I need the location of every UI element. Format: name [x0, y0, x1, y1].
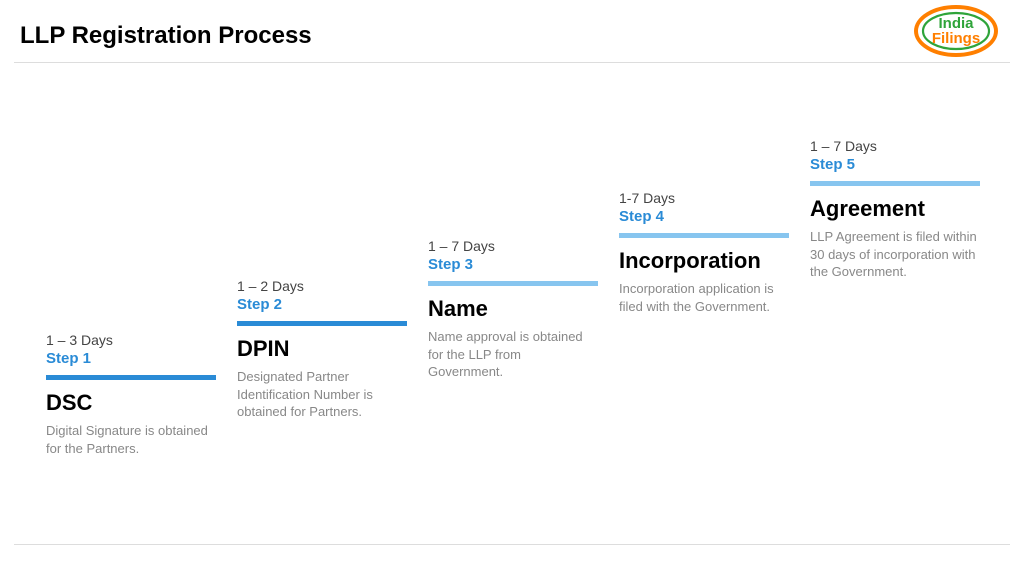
step-bar	[428, 281, 598, 286]
step-days: 1-7 Days	[619, 190, 789, 206]
step-name: Name	[428, 296, 598, 322]
step-name: Incorporation	[619, 248, 789, 274]
step-5: 1 – 7 Days Step 5 Agreement LLP Agreement i…	[810, 138, 980, 281]
step-name: Agreement	[810, 196, 980, 222]
step-desc: Name approval is obtained for the LLP fr…	[428, 328, 598, 381]
step-label: Step 4	[619, 208, 789, 225]
step-label: Step 5	[810, 156, 980, 173]
step-3: 1 – 7 Days Step 3 Name Name approval is obt…	[428, 238, 598, 381]
steps-container: 1 – 3 Days Step 1 DSC Digital Signature is …	[0, 0, 1024, 490]
step-days: 1 – 3 Days	[46, 332, 216, 348]
step-bar	[619, 233, 789, 238]
step-bar	[810, 181, 980, 186]
step-label: Step 2	[237, 296, 407, 313]
step-1: 1 – 3 Days Step 1 DSC Digital Signature is …	[46, 332, 216, 457]
step-days: 1 – 7 Days	[428, 238, 598, 254]
step-bar	[237, 321, 407, 326]
step-desc: Digital Signature is obtained for the Pa…	[46, 422, 216, 457]
step-2: 1 – 2 Days Step 2 DPIN Designated Partner I…	[237, 278, 407, 421]
step-bar	[46, 375, 216, 380]
step-name: DSC	[46, 390, 216, 416]
step-days: 1 – 2 Days	[237, 278, 407, 294]
step-days: 1 – 7 Days	[810, 138, 980, 154]
step-name: DPIN	[237, 336, 407, 362]
step-4: 1-7 Days Step 4 Incorporation Incorporation…	[619, 190, 789, 315]
page: LLP Registration Process India Filings 1…	[0, 0, 1024, 564]
footer-rule	[14, 544, 1010, 545]
step-label: Step 1	[46, 350, 216, 367]
step-desc: Incorporation application is filed with …	[619, 280, 789, 315]
step-desc: LLP Agreement is filed within 30 days of…	[810, 228, 980, 281]
step-label: Step 3	[428, 256, 598, 273]
step-desc: Designated Partner Identification Number…	[237, 368, 407, 421]
